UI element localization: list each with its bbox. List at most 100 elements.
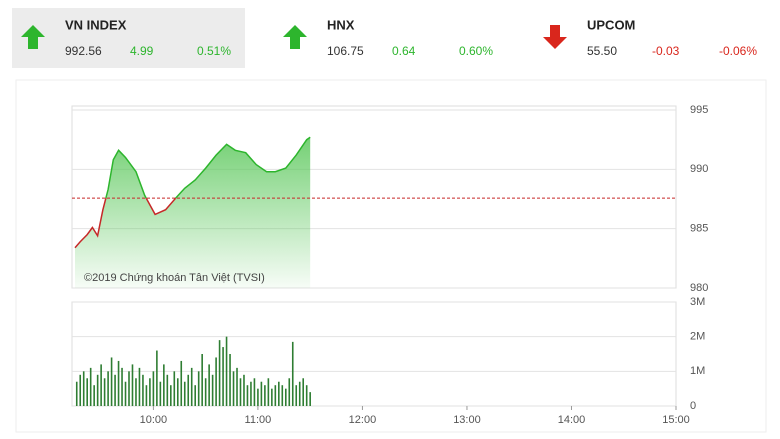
volume-bar [243,374,245,406]
y-tick-label: 2M [690,331,705,343]
volume-bar [218,340,221,406]
index-percent: -0.06% [719,44,757,58]
x-tick-label: 11:00 [245,414,272,426]
y-tick-label: 3M [690,296,705,308]
volume-bar [89,367,92,406]
volume-bar [187,374,190,406]
index-change: -0.03 [652,44,680,58]
volume-bar [225,336,228,406]
volume-bar [271,388,273,406]
volume-bar [264,385,266,406]
volume-bar [131,364,134,406]
volume-bar [142,374,144,406]
volume-bar [239,378,242,406]
volume-bar [302,378,305,406]
volume-bar [281,385,284,406]
volume-bar [145,385,148,406]
volume-bar [180,360,183,406]
volume-bar [86,378,88,406]
volume-bar [257,388,259,406]
volume-bar [114,374,116,406]
y-tick-label: 990 [690,163,708,175]
volume-bar [170,385,172,406]
index-percent: 0.60% [459,44,493,58]
arrow-icon [21,25,45,49]
y-tick-label: 985 [690,223,708,235]
volume-bar [232,371,235,406]
y-tick-label: 0 [690,400,696,412]
volume-bar [250,381,252,406]
x-tick-label: 13:00 [453,414,481,426]
volume-bar [201,354,203,406]
volume-bar [176,378,179,406]
volume-bar [278,381,280,406]
y-tick-label: 995 [690,104,708,116]
volume-bar [222,347,224,406]
arrow-icon [543,25,567,49]
volume-bar [79,374,82,406]
index-change: 4.99 [130,44,154,58]
volume-bar [229,354,231,406]
x-tick-label: 10:00 [140,414,168,426]
volume-bar [107,371,109,406]
volume-bar [100,364,102,406]
volume-bar [75,381,78,406]
volume-bar [204,378,207,406]
x-tick-label: 14:00 [558,414,586,426]
volume-bar [291,341,294,406]
index-value: 55.50 [587,44,617,58]
y-tick-label: 980 [690,282,708,294]
volume-bar [284,388,287,406]
volume-bar [288,378,291,406]
volume-bar [211,374,214,406]
volume-bar [295,385,298,406]
volume-bar [274,385,277,406]
volume-bar [253,378,256,406]
volume-bar [163,364,165,406]
volume-bar [110,357,113,406]
volume-bar [267,378,270,406]
volume-bar [197,371,200,406]
volume-bar [190,367,193,406]
volume-bar [305,385,308,406]
volume-bar [82,371,85,406]
x-tick-label: 12:00 [349,414,377,426]
y-tick-label: 1M [690,365,705,377]
volume-bar [121,367,123,406]
volume-bar [152,371,155,406]
index-name: VN INDEX [65,17,127,32]
volume-bar [138,367,141,406]
index-value: 106.75 [327,44,364,58]
volume-bar [128,371,130,406]
volume-bar [156,350,158,406]
plot-frame [71,301,677,407]
index-name: HNX [327,17,355,32]
volume-bar [103,378,106,406]
volume-bar [260,381,263,406]
volume-bar [194,385,196,406]
volume-bar [124,381,127,406]
volume-bar [246,385,249,406]
chart-panel [15,79,767,433]
volume-bar [149,378,151,406]
volume-bar [166,374,169,406]
volume-bar [93,385,95,406]
price-area [75,137,311,288]
price-line [105,136,311,199]
watermark: ©2019 Chứng khoán Tân Việt (TVSI) [84,272,265,284]
price-line-below [74,198,177,249]
index-name: UPCOM [587,17,635,32]
volume-bar [96,374,99,406]
volume-bar [208,364,210,406]
index-percent: 0.51% [197,44,231,58]
volume-bar [135,378,137,406]
active-tile-bg [12,8,245,68]
arrow-icon [283,25,307,49]
index-change: 0.64 [392,44,416,58]
volume-bar [309,392,311,406]
volume-bar [159,381,162,406]
volume-bar [215,357,217,406]
x-tick-label: 15:00 [662,414,690,426]
